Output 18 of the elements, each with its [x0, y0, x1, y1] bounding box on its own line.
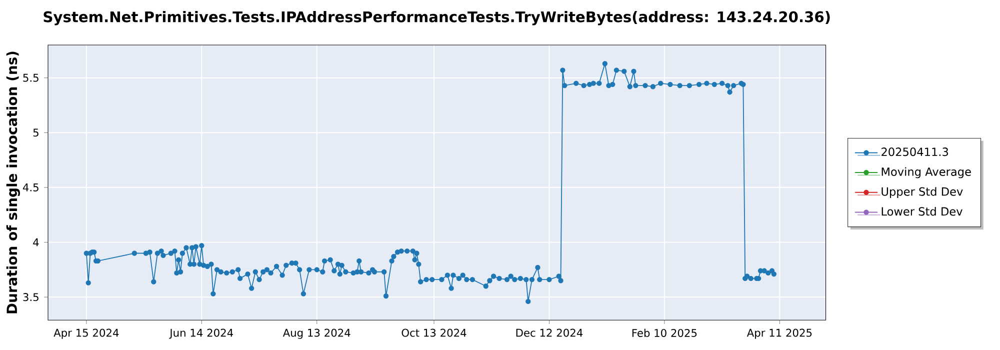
x-tick-label: Oct 13 2024: [402, 328, 466, 337]
legend-label: Moving Average: [882, 167, 971, 178]
y-tick-label: 4: [33, 238, 39, 246]
legend-label: 20250411.3: [882, 148, 948, 156]
legend-label: Upper Std Dev: [882, 187, 963, 198]
y-axis-title: Duration of single invocation (ns): [6, 52, 20, 314]
x-tick-label: Aug 13 2024: [282, 328, 350, 339]
x-tick-label: Feb 10 2025: [632, 328, 697, 338]
x-tick-label: Jun 14 2024: [169, 328, 233, 339]
x-tick-label: Apr 15 2024: [54, 328, 119, 339]
y-tick-label: 3.5: [23, 293, 38, 302]
legend-label: Lower Std Dev: [882, 206, 962, 216]
y-tick-label: 4.5: [22, 184, 38, 192]
x-tick-label: Apr 11 2025: [746, 328, 812, 339]
x-tick-label: Dec 12 2024: [516, 328, 583, 337]
y-tick-label: 5: [33, 128, 38, 137]
chart-title: System.Net.Primitives.Tests.IPAddressPerformanceTests.TryWriteBytes(address: 143.24.20.36): [44, 11, 830, 26]
y-tick-label: 5.5: [23, 74, 38, 82]
